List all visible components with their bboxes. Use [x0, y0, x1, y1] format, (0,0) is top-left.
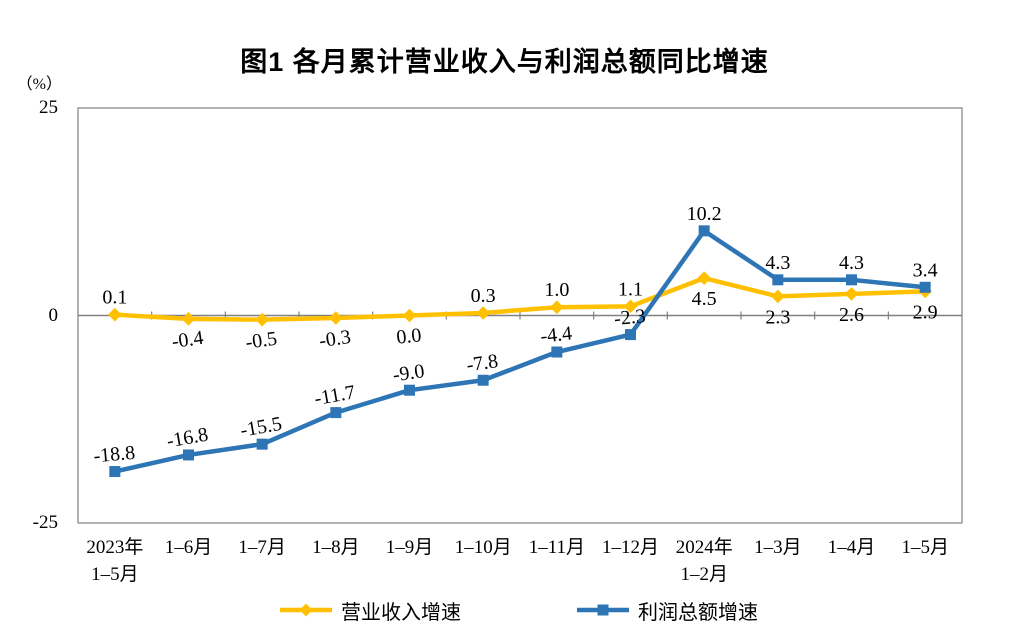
y-axis-tick-label: 0	[48, 304, 59, 326]
data-point-label: -0.4	[170, 327, 204, 353]
diamond-icon	[299, 603, 313, 617]
data-point-label: 4.5	[692, 288, 717, 310]
data-point-marker	[771, 289, 785, 304]
data-point-marker	[255, 312, 269, 327]
x-axis-label: 1–12月	[602, 537, 660, 558]
data-point-label: 0.1	[102, 287, 127, 309]
y-axis-tick-label: -25	[32, 512, 58, 533]
data-point-label: 3.4	[913, 259, 938, 281]
legend-marker-diamond-icon	[280, 603, 332, 617]
x-axis-label: 1–6月	[164, 537, 213, 558]
x-axis-label: 1–5月	[901, 537, 949, 558]
data-point-marker	[697, 271, 711, 285]
data-point-marker	[772, 274, 784, 286]
y-axis-tick-label: 25	[39, 97, 58, 118]
data-point-marker	[108, 307, 122, 322]
x-axis-label: 1–3月	[754, 537, 802, 558]
data-point-marker	[550, 300, 564, 314]
legend-marker-square-icon	[577, 604, 629, 616]
data-point-label: -16.8	[165, 424, 210, 453]
x-axis-label: 1–11月	[528, 537, 586, 558]
data-point-marker	[844, 287, 859, 301]
data-point-marker	[181, 312, 196, 326]
data-point-label: 4.3	[839, 252, 864, 274]
chart-title: 图1 各月累计营业收入与利润总额同比增速	[240, 47, 769, 77]
x-axis-label: 1–9月	[385, 537, 434, 558]
data-point-label: 2.9	[913, 301, 938, 323]
x-axis: 2023年 1–5月 1–6月 1–7月 1–8月 1–9月 1–10月 1–11月 1–12…	[78, 534, 962, 588]
legend-item-revenue: 营业收入增速	[278, 598, 461, 624]
data-point-marker	[329, 311, 343, 325]
x-axis-label: 2023年 1–5月	[86, 537, 144, 585]
data-point-label: 2.3	[765, 306, 790, 328]
data-point-marker	[846, 274, 857, 286]
data-point-marker	[698, 225, 710, 237]
x-axis-label: 1–4月	[827, 537, 876, 558]
data-point-marker	[551, 346, 563, 358]
x-axis-label: 1–10月	[454, 537, 512, 558]
data-point-label: -7.8	[465, 350, 499, 376]
series-line-revenue	[114, 275, 926, 322]
series-line-profit	[114, 228, 926, 474]
data-point-label: 10.2	[687, 203, 722, 225]
legend-label: 利润总额增速	[638, 601, 758, 624]
data-point-label: -11.7	[313, 381, 357, 410]
y-axis-unit-label: （%）	[16, 76, 62, 93]
data-point-label: -4.4	[539, 322, 573, 347]
data-point-marker	[625, 329, 636, 341]
data-point-label: 2.6	[839, 304, 864, 326]
data-point-marker	[919, 281, 931, 293]
data-point-label: -2.3	[613, 305, 647, 330]
data-point-label: 0.3	[471, 285, 496, 307]
data-point-label: 4.3	[765, 252, 790, 274]
data-point-marker	[402, 308, 417, 323]
x-axis-label: 1–8月	[312, 537, 360, 558]
data-point-label: 0.0	[395, 324, 422, 348]
square-icon	[597, 604, 609, 616]
data-point-label: 1.1	[618, 278, 643, 300]
data-point-marker	[404, 384, 415, 396]
data-point-label: 1.0	[544, 279, 569, 301]
data-point-marker	[109, 466, 121, 478]
data-point-marker	[256, 438, 268, 450]
data-point-label: -18.8	[93, 442, 136, 468]
x-axis-label: 2024年 1–2月	[675, 537, 733, 585]
data-point-marker	[623, 299, 638, 314]
data-point-label: -9.0	[391, 360, 425, 386]
data-point-marker	[477, 374, 489, 386]
data-point-marker	[183, 449, 194, 461]
data-point-marker	[330, 407, 342, 419]
legend-label: 营业收入增速	[341, 601, 461, 624]
data-point-marker	[476, 306, 490, 320]
data-point-label: -0.3	[318, 326, 352, 352]
legend-item-profit: 利润总额增速	[575, 598, 758, 624]
data-point-label: -0.5	[244, 328, 278, 354]
x-axis-label: 1–7月	[238, 537, 286, 558]
